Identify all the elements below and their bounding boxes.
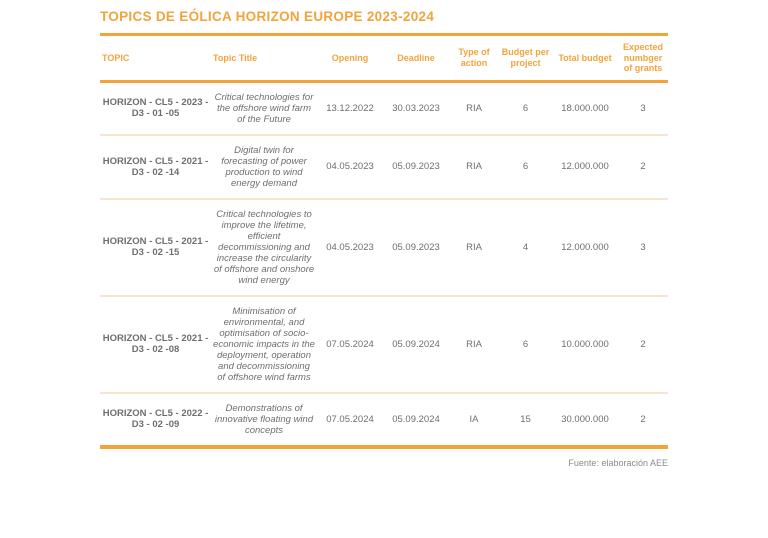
table-row: HORIZON - CL5 - 2021 - D3 - 02 -14 Digit… xyxy=(100,135,668,199)
cell-total-budget: 10.000.000 xyxy=(561,338,609,350)
column-header-budget-per-project: Budget per project xyxy=(501,47,550,68)
table-row: HORIZON - CL5 - 2021 - D3 - 02 -08 Minim… xyxy=(100,296,668,393)
cell-total-budget: 30.000.000 xyxy=(561,413,609,425)
cell-opening: 13.12.2022 xyxy=(326,102,374,114)
page-title: TOPICS DE EÓLICA HORIZON EUROPE 2023-202… xyxy=(100,9,435,24)
cell-opening: 07.05.2024 xyxy=(326,413,374,425)
cell-expected-grants: 2 xyxy=(640,338,646,350)
table-row: HORIZON - CL5 - 2023 - D3 - 01 -05 Criti… xyxy=(100,81,668,135)
table-row: HORIZON - CL5 - 2021 - D3 - 02 -15 Criti… xyxy=(100,199,668,296)
cell-topic: HORIZON - CL5 - 2021 - D3 - 02 -15 xyxy=(102,236,209,258)
cell-type-of-action: RIA xyxy=(466,338,482,350)
cell-deadline: 05.09.2023 xyxy=(392,241,440,253)
column-header-expected-grants: Expected numbger of grants xyxy=(622,42,664,73)
cell-deadline: 05.09.2024 xyxy=(392,338,440,350)
column-header-topic-title: Topic Title xyxy=(213,52,258,63)
cell-topic: HORIZON - CL5 - 2021 - D3 - 02 -14 xyxy=(102,155,209,178)
cell-type-of-action: IA xyxy=(469,413,479,425)
cell-budget-per-project: 4 xyxy=(522,241,529,253)
column-header-opening: Opening xyxy=(331,52,369,63)
cell-type-of-action: RIA xyxy=(466,102,482,114)
column-header-deadline: Deadline xyxy=(397,52,435,63)
cell-topic: HORIZON - CL5 - 2022 - D3 - 02 -09 xyxy=(102,408,209,430)
table-row: HORIZON - CL5 - 2022 - D3 - 02 -09 Demon… xyxy=(100,393,668,447)
cell-budget-per-project: 15 xyxy=(520,413,531,425)
cell-topic-title: Demonstrations of innovative floating wi… xyxy=(214,402,314,436)
cell-deadline: 05.09.2024 xyxy=(392,413,440,425)
cell-topic-title: Digital twin for forecasting of power pr… xyxy=(221,144,307,189)
cell-expected-grants: 2 xyxy=(640,161,646,172)
cell-budget-per-project: 6 xyxy=(522,102,529,114)
cell-topic: HORIZON - CL5 - 2021 - D3 - 02 -08 xyxy=(102,333,209,355)
cell-expected-grants: 3 xyxy=(640,102,646,114)
cell-deadline: 30.03.2023 xyxy=(392,102,440,114)
cell-opening: 04.05.2023 xyxy=(326,161,374,172)
topics-table: TOPIC Topic Title Opening Deadline Type … xyxy=(100,33,668,449)
column-header-total-budget: Total budget xyxy=(558,52,612,63)
cell-opening: 04.05.2023 xyxy=(326,241,374,253)
cell-topic-title: Critical technologies for the offshore w… xyxy=(214,91,314,125)
column-header-topic: TOPIC xyxy=(102,52,130,63)
column-header-type-of-action: Type of action xyxy=(458,47,490,68)
cell-topic-title: Critical technologies to improve the lif… xyxy=(213,208,315,286)
cell-type-of-action: RIA xyxy=(466,161,482,172)
cell-topic-title: Minimisation of environmental, and optim… xyxy=(213,305,315,383)
cell-type-of-action: RIA xyxy=(466,241,482,253)
cell-budget-per-project: 6 xyxy=(522,338,529,350)
cell-total-budget: 12.000.000 xyxy=(561,161,609,172)
source-attribution: Fuente: elaboración AEE xyxy=(568,457,668,468)
cell-budget-per-project: 6 xyxy=(522,161,529,172)
cell-total-budget: 12.000.000 xyxy=(561,241,609,253)
cell-total-budget: 18.000.000 xyxy=(561,102,609,114)
cell-expected-grants: 3 xyxy=(640,241,646,253)
table-section: TOPICS DE EÓLICA HORIZON EUROPE 2023-202… xyxy=(100,9,668,468)
table-header-row: TOPIC Topic Title Opening Deadline Type … xyxy=(100,34,668,81)
cell-topic: HORIZON - CL5 - 2023 - D3 - 01 -05 xyxy=(102,97,209,119)
cell-deadline: 05.09.2023 xyxy=(392,161,440,172)
cell-opening: 07.05.2024 xyxy=(326,338,374,350)
cell-expected-grants: 2 xyxy=(640,413,646,425)
